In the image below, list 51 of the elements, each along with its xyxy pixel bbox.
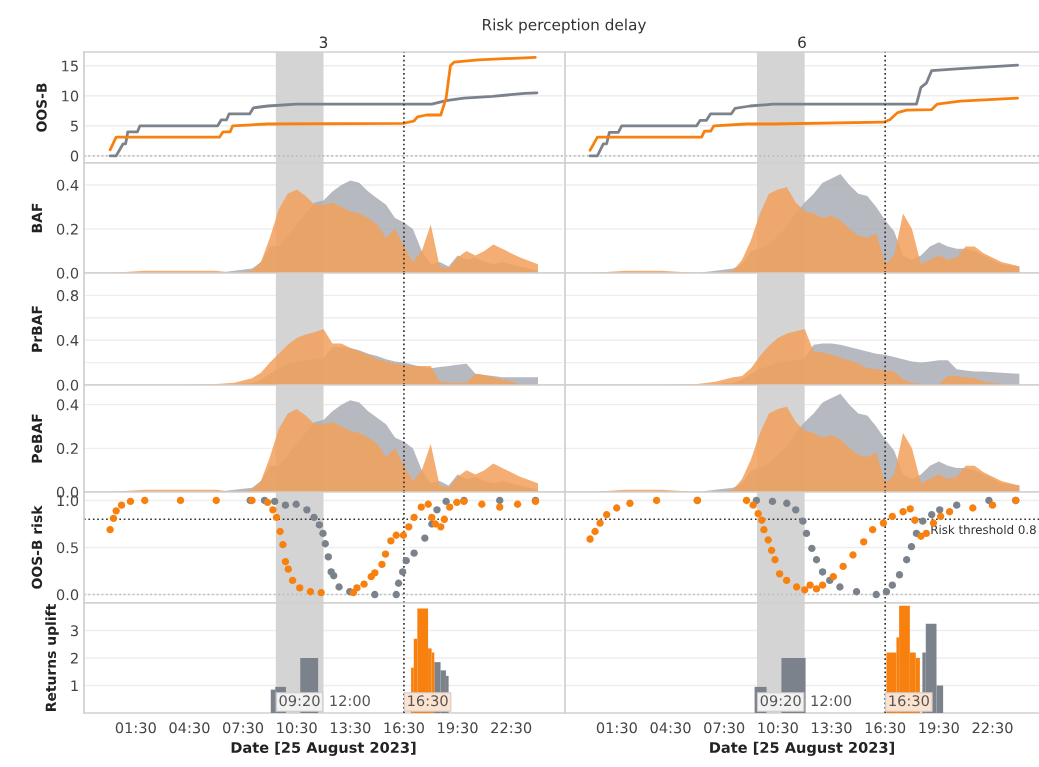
x-tick-label: 13:30 [330, 722, 371, 734]
y-tick-label: 5 [70, 120, 78, 132]
y-axis-title: OOS-B risk [31, 505, 43, 589]
y-tick-label: 2 [70, 652, 78, 664]
y-tick-label: 0.0 [56, 267, 79, 279]
y-tick-label: 0.4 [56, 179, 79, 191]
y-tick-label: 0.0 [56, 379, 79, 391]
y-tick-label: 0.4 [56, 399, 79, 411]
x-tick-label: 22:30 [972, 722, 1013, 734]
y-tick-label: 0.2 [56, 223, 78, 235]
y-tick-label: 1 [71, 680, 78, 692]
x-tick-label: 10:30 [758, 722, 798, 734]
chart-title: 3 [319, 36, 328, 49]
x-tick-label: 19:30 [919, 722, 959, 734]
ref-line-label: Risk threshold 0.8 [931, 524, 1036, 535]
x-tick-label: 13:30 [812, 722, 852, 734]
x-tick-label: 07:30 [223, 722, 264, 734]
y-tick-label: 10 [62, 90, 79, 102]
annotation: 12:00 [330, 695, 370, 707]
y-axis-title: PrBAF [31, 306, 42, 352]
x-tick-label: 04:30 [169, 722, 210, 734]
y-tick-label: 15 [62, 60, 78, 72]
ref-line-label: 16:30 [889, 695, 929, 707]
x-tick-label: 01:30 [596, 722, 637, 734]
x-tick-label: 04:30 [650, 722, 691, 734]
y-axis-title: BAF [31, 203, 42, 233]
y-tick-label: 0.8 [56, 290, 79, 302]
y-tick-label: 0.0 [56, 589, 79, 601]
x-tick-label: 01:30 [115, 722, 156, 734]
x-tick-label: 10:30 [277, 722, 317, 734]
y-axis-title: PeBAF [31, 414, 43, 463]
x-tick-label: 22:30 [491, 722, 532, 734]
annotation: 12:00 [811, 695, 852, 707]
x-axis-title: Date [25 August 2023] [710, 741, 894, 756]
band-label: 09:20 [760, 695, 801, 707]
band-label: 09:20 [279, 695, 320, 707]
chart-title: 6 [798, 36, 806, 49]
y-axis-title: OOS-B [36, 83, 47, 132]
y-tick-label: 0.2 [56, 443, 78, 455]
y-axis-title: Returns uplift [45, 604, 59, 711]
ref-line-label: 16:30 [408, 695, 448, 707]
y-tick-label: 0.4 [56, 334, 79, 346]
x-tick-label: 19:30 [438, 722, 478, 734]
x-tick-label: 16:30 [384, 722, 424, 734]
chart-subtitle: Risk perception delay [483, 18, 646, 34]
x-tick-label: 07:30 [704, 722, 745, 734]
x-tick-label: 16:30 [865, 722, 906, 734]
x-axis-title: Date [25 August 2023] [231, 741, 416, 756]
y-tick-label: 3 [70, 625, 78, 637]
y-tick-label: 0 [70, 150, 79, 162]
y-tick-label: 0.5 [56, 542, 78, 554]
